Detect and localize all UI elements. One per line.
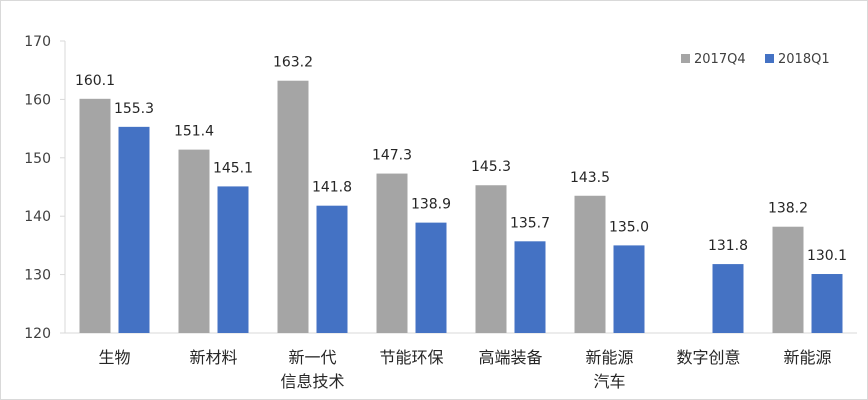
category-label: 新一代 xyxy=(288,348,336,367)
bar-2018Q1-4 xyxy=(514,241,546,333)
data-label: 155.3 xyxy=(114,101,154,117)
bar-2017Q4-2 xyxy=(277,80,309,333)
data-label: 160.1 xyxy=(75,73,115,89)
data-label: 135.0 xyxy=(609,219,649,235)
bar-2017Q4-0 xyxy=(79,98,111,333)
bar-2018Q1-6 xyxy=(712,264,744,333)
bars xyxy=(79,80,843,334)
data-labels: 160.1 155.3 151.4 145.1 163.2 141.8 147.3 138.9… xyxy=(75,55,847,264)
data-label: 145.3 xyxy=(471,159,511,175)
bar-2017Q4-3 xyxy=(376,173,408,333)
data-label: 163.2 xyxy=(273,55,313,71)
data-label: 138.2 xyxy=(768,201,808,217)
data-label: 135.7 xyxy=(510,215,550,231)
y-axis-ticks: 120 130 140 150 160 170 xyxy=(24,34,65,342)
y-tick-label: 140 xyxy=(24,209,51,225)
data-label: 130.1 xyxy=(807,248,847,264)
legend-label: 2018Q1 xyxy=(778,52,830,67)
bar-2018Q1-5 xyxy=(613,245,645,333)
bar-2017Q4-1 xyxy=(178,149,210,333)
bar-2017Q4-5 xyxy=(574,195,606,333)
category-label: 生物 xyxy=(98,348,130,367)
legend: 2017Q4 2018Q1 xyxy=(681,52,830,67)
data-label: 151.4 xyxy=(174,124,214,140)
bar-2017Q4-7 xyxy=(772,226,804,333)
data-label: 143.5 xyxy=(570,170,610,186)
y-tick-label: 160 xyxy=(24,92,51,108)
category-label: 高端装备 xyxy=(478,348,542,367)
y-tick-label: 170 xyxy=(24,34,51,50)
bar-2018Q1-0 xyxy=(118,126,150,334)
bar-2017Q4-4 xyxy=(475,185,507,333)
category-label: 新能源 xyxy=(585,348,633,367)
category-label: 节能环保 xyxy=(379,348,443,367)
y-tick-label: 130 xyxy=(24,268,51,284)
legend-swatch xyxy=(765,54,774,63)
category-label: 汽车 xyxy=(593,372,625,391)
category-label: 新材料 xyxy=(189,348,237,367)
y-tick-label: 150 xyxy=(24,151,51,167)
data-label: 141.8 xyxy=(312,180,352,196)
bar-2018Q1-2 xyxy=(316,205,348,333)
data-label: 131.8 xyxy=(708,238,748,254)
data-label: 145.1 xyxy=(213,160,253,176)
bar-2018Q1-1 xyxy=(217,186,249,333)
category-label: 信息技术 xyxy=(280,372,344,391)
bar-2018Q1-7 xyxy=(811,274,843,333)
data-label: 147.3 xyxy=(372,148,412,164)
category-label: 新能源 xyxy=(783,348,831,367)
bar-2018Q1-3 xyxy=(415,222,447,333)
data-label: 138.9 xyxy=(411,197,451,213)
y-tick-label: 120 xyxy=(24,326,51,342)
category-label: 数字创意 xyxy=(676,348,740,367)
legend-swatch xyxy=(681,54,690,63)
legend-label: 2017Q4 xyxy=(694,52,746,67)
